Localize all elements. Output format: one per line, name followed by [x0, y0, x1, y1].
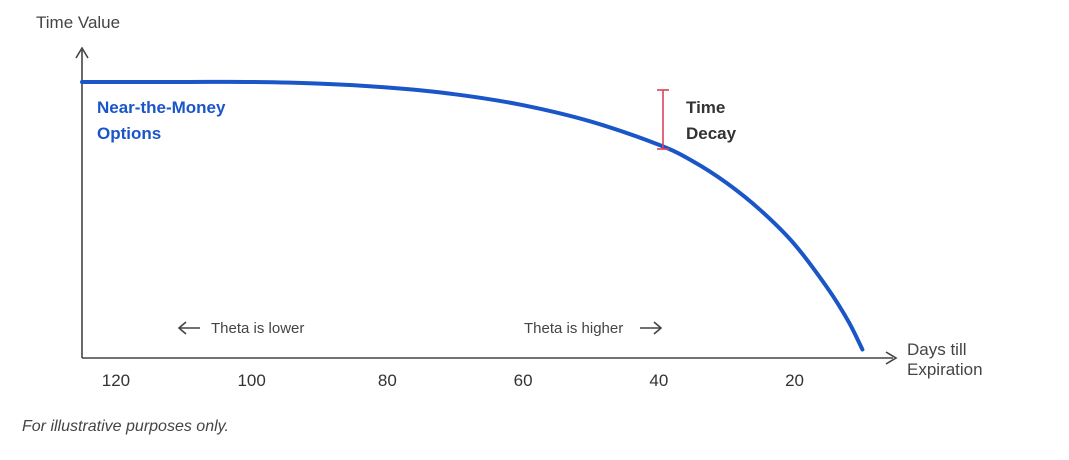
- series-label-line-1: Near-the-Money: [97, 98, 226, 117]
- x-tick-label-20: 20: [785, 371, 804, 390]
- series-label-line-2: Options: [97, 124, 161, 143]
- x-tick-label-40: 40: [649, 371, 668, 390]
- series-label: Near-the-Money Options: [97, 98, 230, 143]
- theta-higher-arrowhead: [653, 321, 663, 335]
- decay-label-line-2: Decay: [686, 124, 737, 143]
- y-axis-arrowhead: [75, 46, 89, 59]
- x-axis-title: Days till Expiration: [907, 340, 983, 379]
- x-tick-label-60: 60: [514, 371, 533, 390]
- x-tick-label-100: 100: [237, 371, 265, 390]
- decay-label: Time Decay: [686, 98, 737, 143]
- time-decay-annotation: Time Decay: [657, 89, 737, 150]
- footnote: For illustrative purposes only.: [22, 418, 229, 435]
- theta-higher-label: Theta is higher: [524, 320, 623, 337]
- x-axis-title-line-2: Expiration: [907, 360, 983, 379]
- theta-higher-annotation: Theta is higher: [524, 320, 663, 337]
- x-axis-arrowhead: [885, 351, 898, 365]
- theta-lower-label: Theta is lower: [211, 320, 304, 337]
- y-axis-title: Time Value: [36, 13, 120, 32]
- series-line-near-the-money: [80, 79, 865, 352]
- theta-lower-annotation: Theta is lower: [177, 320, 304, 337]
- x-axis-title-line-1: Days till: [907, 340, 967, 359]
- x-tick-labels: 120 100 80 60 40 20: [102, 371, 804, 390]
- theta-lower-arrowhead: [177, 321, 187, 335]
- decay-label-line-1: Time: [686, 98, 725, 117]
- x-tick-label-80: 80: [378, 371, 397, 390]
- x-tick-label-120: 120: [102, 371, 130, 390]
